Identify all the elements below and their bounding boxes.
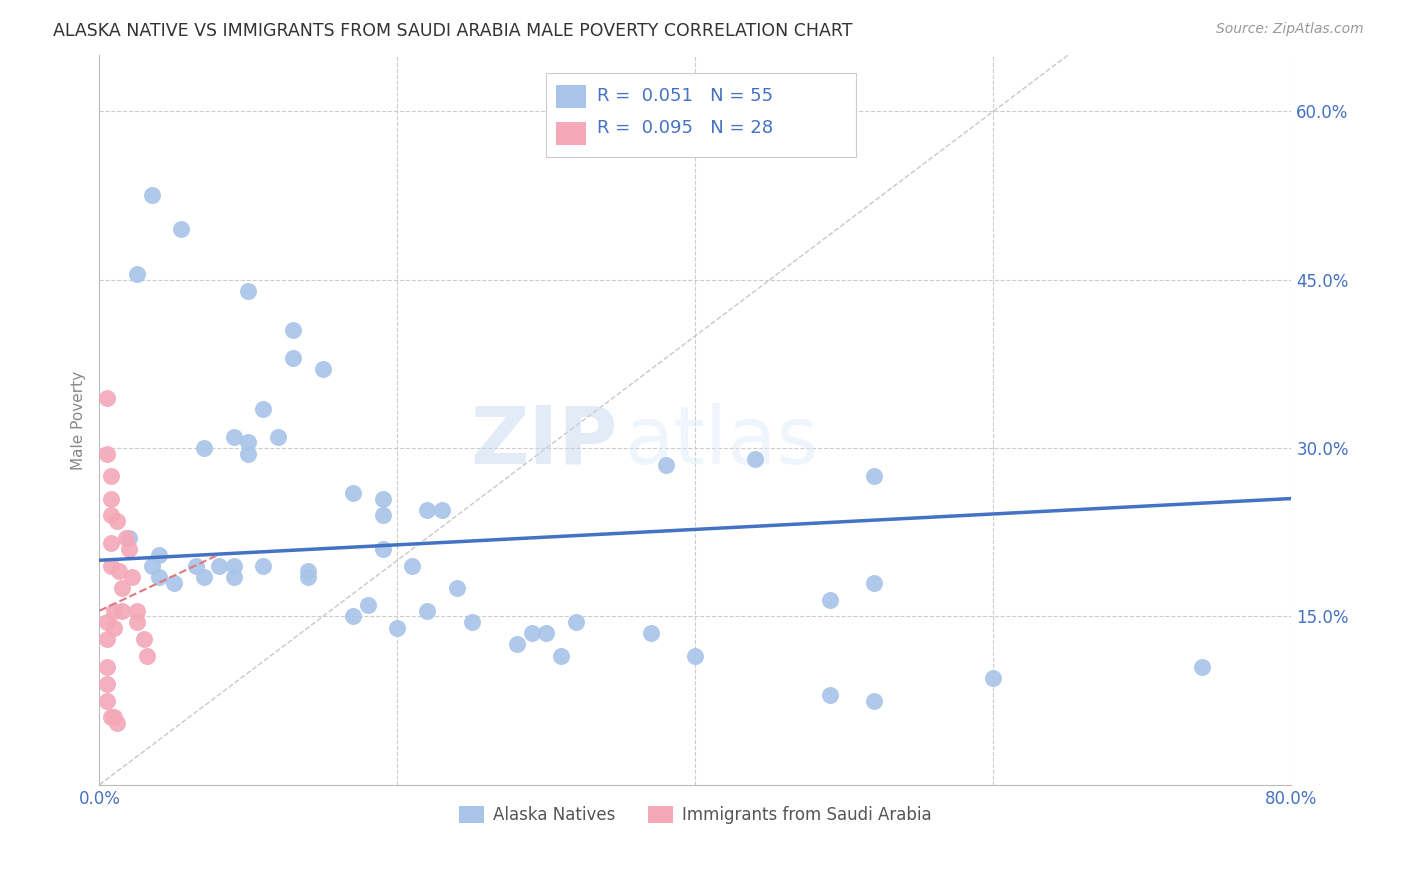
Point [818,592,841,607]
Point [863,469,886,483]
Point [446,582,468,596]
Point [565,615,588,629]
Point [222,430,245,444]
Y-axis label: Male Poverty: Male Poverty [72,370,86,469]
Point [170,222,193,236]
Point [186,558,208,573]
Point [134,632,156,646]
Text: ZIP: ZIP [471,403,619,481]
Point [222,558,245,573]
Point [103,621,125,635]
Point [125,615,148,629]
Point [103,604,125,618]
Point [863,693,886,707]
Point [685,648,707,663]
Text: R =  0.051   N = 55: R = 0.051 N = 55 [596,87,773,104]
Point [281,323,304,337]
Point [342,486,364,500]
FancyBboxPatch shape [547,73,856,157]
Point [238,435,260,450]
Point [163,575,186,590]
Point [267,430,290,444]
Point [222,570,245,584]
Point [281,351,304,366]
Point [252,558,274,573]
Point [252,401,274,416]
Point [505,637,527,651]
Point [238,284,260,298]
Point [193,570,215,584]
Point [416,502,439,516]
Legend: Alaska Natives, Immigrants from Saudi Arabia: Alaska Natives, Immigrants from Saudi Ar… [453,799,938,831]
Point [640,626,662,640]
Point [193,441,215,455]
Point [371,491,394,506]
Point [121,570,143,584]
Point [238,447,260,461]
Point [111,604,134,618]
Point [96,693,118,707]
Point [536,626,558,640]
Point [125,604,148,618]
Point [297,570,319,584]
Point [96,677,118,691]
FancyBboxPatch shape [555,121,586,145]
Point [111,582,134,596]
Point [371,542,394,557]
Point [818,688,841,702]
Point [312,362,335,376]
Point [387,621,409,635]
FancyBboxPatch shape [555,85,586,109]
Text: ALASKA NATIVE VS IMMIGRANTS FROM SAUDI ARABIA MALE POVERTY CORRELATION CHART: ALASKA NATIVE VS IMMIGRANTS FROM SAUDI A… [53,22,853,40]
Point [136,648,159,663]
Point [118,542,141,557]
Point [416,604,439,618]
Point [371,508,394,523]
Point [100,710,122,724]
Point [430,502,453,516]
Point [100,491,122,506]
Text: R =  0.095   N = 28: R = 0.095 N = 28 [596,120,773,137]
Point [148,548,170,562]
Point [100,469,122,483]
Point [115,531,138,545]
Point [141,188,163,202]
Point [1191,660,1213,674]
Point [208,558,231,573]
Point [863,575,886,590]
Point [983,671,1005,685]
Point [107,565,129,579]
Point [96,391,118,405]
Point [342,609,364,624]
Point [96,447,118,461]
Point [105,716,128,731]
Point [96,632,118,646]
Text: atlas: atlas [624,403,818,481]
Point [103,710,125,724]
Point [356,598,378,612]
Point [148,570,170,584]
Point [100,508,122,523]
Point [105,514,128,528]
Point [654,458,676,472]
Point [141,558,163,573]
Point [550,648,572,663]
Point [461,615,484,629]
Text: Source: ZipAtlas.com: Source: ZipAtlas.com [1216,22,1364,37]
Point [520,626,543,640]
Point [100,536,122,550]
Point [401,558,423,573]
Point [297,565,319,579]
Point [96,660,118,674]
Point [96,615,118,629]
Point [125,267,148,281]
Point [744,452,766,467]
Point [118,531,141,545]
Point [100,558,122,573]
